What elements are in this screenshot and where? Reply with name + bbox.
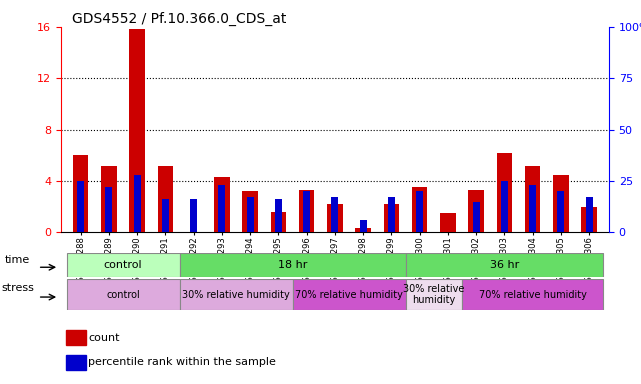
Text: 18 hr: 18 hr xyxy=(278,260,307,270)
Text: count: count xyxy=(88,333,120,343)
Bar xyxy=(190,199,197,232)
Bar xyxy=(416,191,423,232)
Bar xyxy=(553,175,569,232)
Bar xyxy=(440,213,456,232)
Bar xyxy=(129,30,145,232)
Bar xyxy=(331,197,338,232)
Bar xyxy=(406,279,462,310)
Bar xyxy=(292,279,406,310)
Bar xyxy=(472,202,479,232)
Bar xyxy=(529,185,537,232)
Text: GDS4552 / Pf.10.366.0_CDS_at: GDS4552 / Pf.10.366.0_CDS_at xyxy=(72,12,287,26)
Bar xyxy=(67,279,179,310)
Text: 70% relative humidity: 70% relative humidity xyxy=(295,290,403,300)
Bar xyxy=(469,190,484,232)
Text: 30% relative humidity: 30% relative humidity xyxy=(182,290,290,300)
Bar xyxy=(275,199,282,232)
Bar xyxy=(384,204,399,232)
Bar xyxy=(77,181,84,232)
Bar xyxy=(462,279,603,310)
Bar xyxy=(247,197,254,232)
Text: 70% relative humidity: 70% relative humidity xyxy=(479,290,587,300)
Bar xyxy=(101,166,117,232)
Bar xyxy=(355,228,371,232)
Bar xyxy=(242,191,258,232)
Text: stress: stress xyxy=(1,283,34,293)
Bar xyxy=(406,253,603,277)
Text: control: control xyxy=(104,260,142,270)
Bar xyxy=(581,207,597,232)
Bar xyxy=(67,330,86,345)
Text: 30% relative
humidity: 30% relative humidity xyxy=(403,284,465,305)
Bar xyxy=(73,155,88,232)
Bar xyxy=(497,153,512,232)
Bar xyxy=(525,166,540,232)
Bar xyxy=(327,204,343,232)
Bar xyxy=(219,185,226,232)
Bar xyxy=(179,253,406,277)
Bar xyxy=(105,187,112,232)
Bar xyxy=(299,190,315,232)
Bar xyxy=(162,199,169,232)
Text: percentile rank within the sample: percentile rank within the sample xyxy=(88,358,276,367)
Text: control: control xyxy=(106,290,140,300)
Bar xyxy=(67,253,179,277)
Bar xyxy=(586,197,593,232)
Bar xyxy=(214,177,229,232)
Bar xyxy=(179,279,292,310)
Bar xyxy=(67,355,86,370)
Bar xyxy=(271,212,286,232)
Bar xyxy=(303,191,310,232)
Bar xyxy=(133,175,141,232)
Bar xyxy=(360,220,367,232)
Bar xyxy=(388,197,395,232)
Bar xyxy=(501,181,508,232)
Bar xyxy=(558,191,565,232)
Bar xyxy=(158,166,173,232)
Text: time: time xyxy=(5,255,30,265)
Bar xyxy=(412,187,428,232)
Text: 36 hr: 36 hr xyxy=(490,260,519,270)
